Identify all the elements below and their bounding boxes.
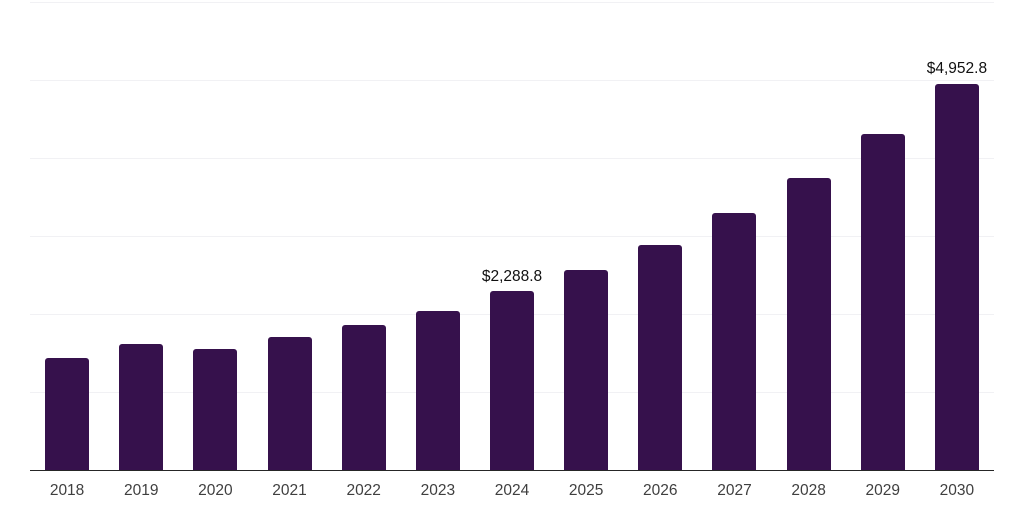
bar-2023 <box>415 310 460 470</box>
x-tick-label-2030: 2030 <box>939 482 975 499</box>
bar-2029 <box>860 133 905 470</box>
plot-area: $2,288.8 $4,952.8 <box>30 2 994 471</box>
x-tick-label-2026: 2026 <box>643 482 678 499</box>
bar-chart: $2,288.8 $4,952.8 2018 2019 2020 2021 2022 202… <box>30 2 994 503</box>
bar-2025 <box>564 269 609 470</box>
x-tick-label-2024: 2024 <box>494 482 530 499</box>
bar-2024 <box>490 291 534 470</box>
x-tick-label-2023: 2023 <box>420 482 456 499</box>
x-axis: 2018 2019 2020 2021 2022 2023 2024 2025 2026 2027… <box>30 471 994 503</box>
bar-2027 <box>712 212 757 470</box>
bar-2020 <box>193 349 238 470</box>
x-tick-label-2029: 2029 <box>865 482 901 499</box>
gridline <box>30 158 994 159</box>
bar-2022 <box>341 325 386 470</box>
x-tick-label-2022: 2022 <box>346 482 381 499</box>
gridline <box>30 236 994 237</box>
bar-2026 <box>638 244 683 470</box>
gridline <box>30 2 994 3</box>
x-tick-label-2027: 2027 <box>717 482 752 499</box>
x-tick-label-2019: 2019 <box>123 482 159 499</box>
bar-2030 <box>934 83 979 470</box>
x-tick-label-2028: 2028 <box>791 482 826 499</box>
bar-2018 <box>45 358 90 470</box>
bar-2028 <box>786 177 831 470</box>
x-tick-label-2025: 2025 <box>568 482 604 499</box>
x-tick-label-2020: 2020 <box>198 482 233 499</box>
x-tick-label-2021: 2021 <box>272 482 307 499</box>
bar-value-label-2024: $2,288.8 <box>481 267 543 285</box>
gridline <box>30 80 994 81</box>
bar-value-label-2030: $4,952.8 <box>926 60 988 78</box>
bar-2019 <box>119 343 164 470</box>
x-tick-label-2018: 2018 <box>49 482 85 499</box>
bar-2021 <box>267 337 312 470</box>
